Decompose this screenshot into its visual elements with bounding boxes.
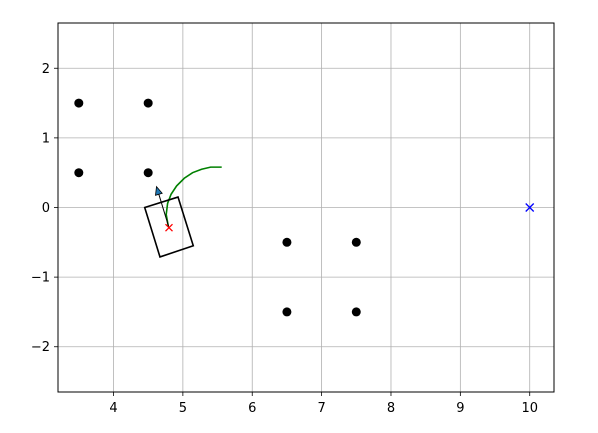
- obstacle-point: [352, 238, 361, 247]
- y-tick-label: −1: [31, 271, 50, 286]
- x-tick-label: 8: [387, 401, 395, 416]
- x-tick-label: 9: [456, 401, 464, 416]
- x-tick-label: 4: [109, 401, 117, 416]
- obstacle-point: [144, 168, 153, 177]
- y-tick-label: 1: [42, 131, 50, 146]
- obstacle-point: [74, 99, 83, 108]
- x-tick-label: 7: [317, 401, 325, 416]
- y-tick-label: 0: [42, 201, 50, 216]
- y-tick-label: −2: [31, 340, 50, 355]
- x-tick-label: 5: [179, 401, 187, 416]
- y-tick-label: 2: [42, 62, 50, 77]
- obstacle-point: [282, 307, 291, 316]
- obstacle-point: [352, 307, 361, 316]
- obstacle-point: [74, 168, 83, 177]
- x-tick-label: 10: [521, 401, 538, 416]
- obstacle-point: [144, 99, 153, 108]
- x-tick-label: 6: [248, 401, 256, 416]
- obstacle-point: [282, 238, 291, 247]
